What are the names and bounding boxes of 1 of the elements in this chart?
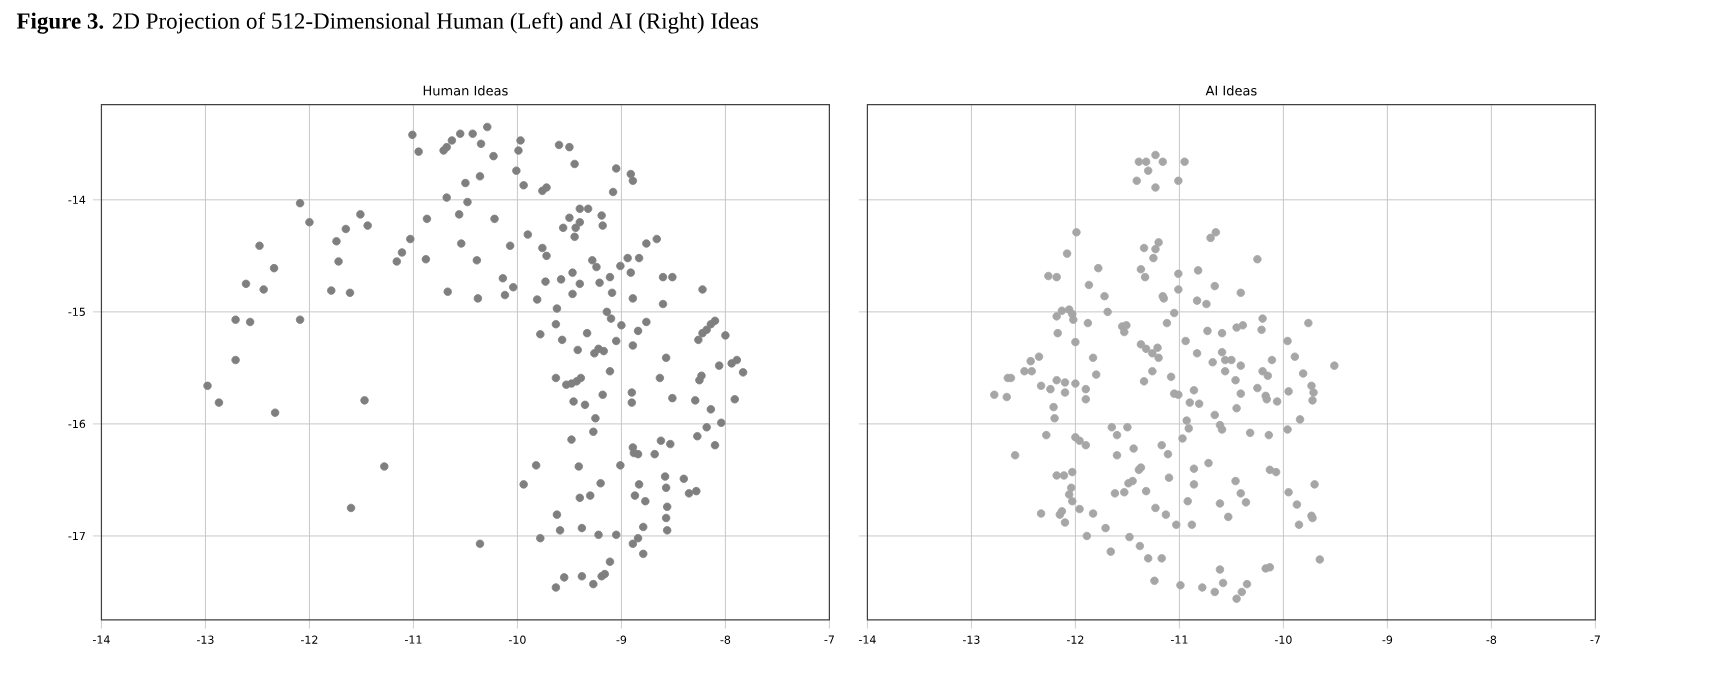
text: Figure 3. 2D Projection of 512-Dimensional Human (Left) and AI (Right) Ideas	[16, 12, 759, 34]
